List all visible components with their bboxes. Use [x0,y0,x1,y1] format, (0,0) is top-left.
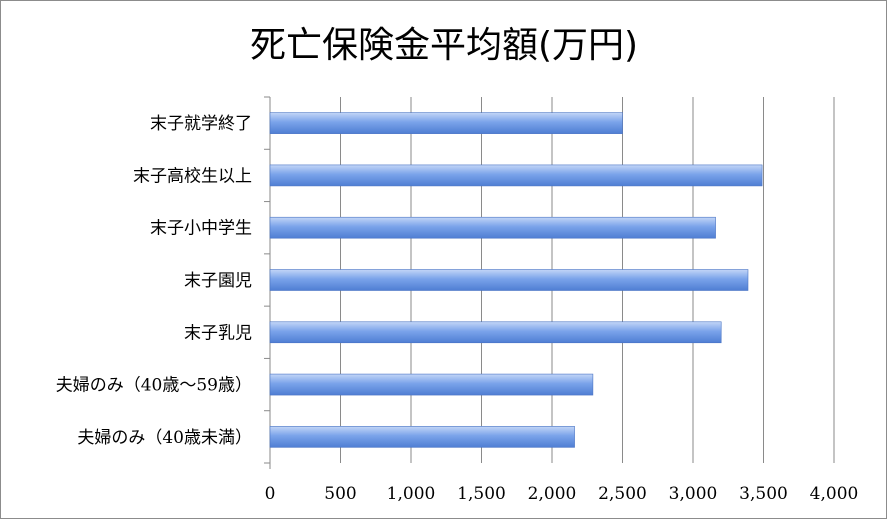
bar [269,164,763,187]
category-label: 末子園児 [184,271,252,291]
x-tick-label: 500 [324,484,356,504]
bars [269,112,763,448]
bar [269,112,623,134]
x-tick-label: 4,000 [810,484,859,504]
x-tick-label: 2,500 [598,484,647,504]
category-label: 末子乳児 [184,323,252,343]
category-label: 夫婦のみ（40歳未満） [77,428,252,448]
x-tick-label: 0 [265,484,276,504]
category-label: 末子小中学生 [150,219,252,239]
bar [269,269,749,291]
category-label: 末子高校生以上 [133,166,252,186]
bar [269,373,594,396]
x-tick-label: 1,000 [387,484,436,504]
category-label: 夫婦のみ（40歳〜59歳） [56,376,252,396]
x-tick-label: 3,000 [669,484,718,504]
bar [269,321,722,344]
x-tick-labels: 0 500 1,000 1,500 2,000 2,500 3,000 3,500 4,000 [265,484,859,504]
chart-title: 死亡保険金平均額(万円) [250,25,638,66]
category-labels: 末子就学終了末子高校生以上末子小中学生末子園児末子乳児夫婦のみ（40歳〜59歳）… [56,114,252,448]
x-tick-label: 3,500 [739,484,788,504]
bar [269,426,575,448]
x-tick-label: 2,000 [528,484,577,504]
category-label: 末子就学終了 [150,114,252,134]
bar [269,216,716,239]
x-tick-label: 1,500 [457,484,506,504]
